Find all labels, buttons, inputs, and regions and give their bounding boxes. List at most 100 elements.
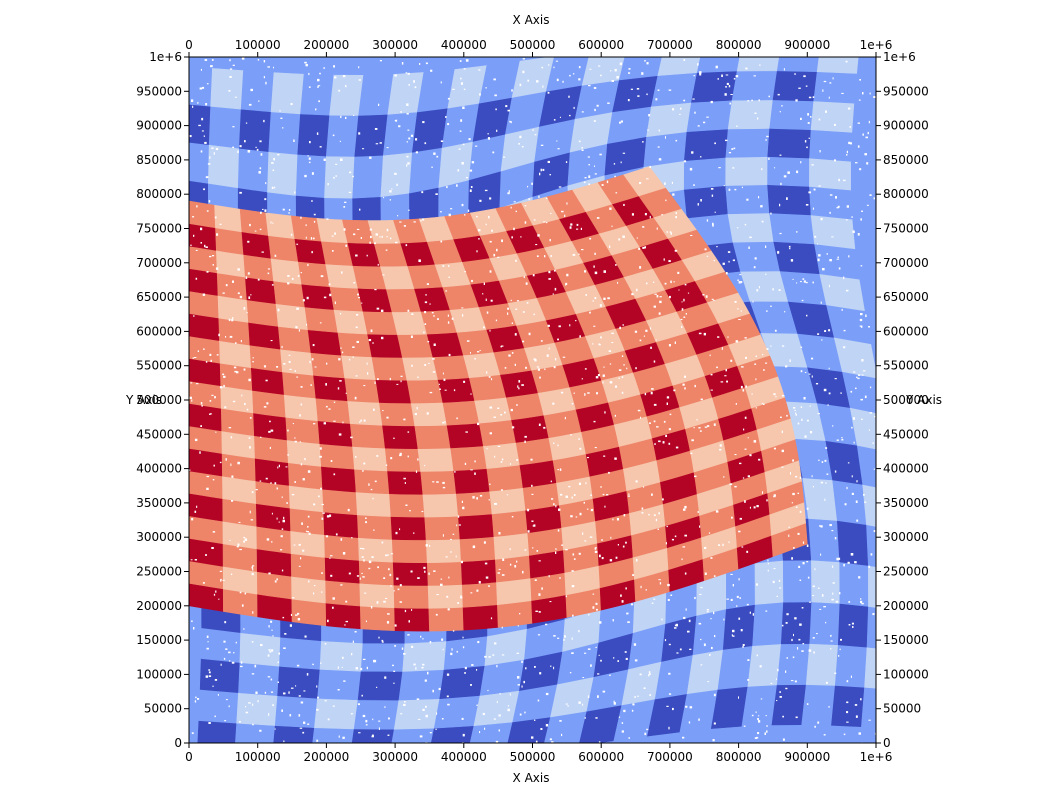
speckle-dot <box>231 319 234 322</box>
speckle-dot <box>206 210 209 212</box>
speckle-dot <box>646 62 649 65</box>
speckle-dot <box>651 388 654 390</box>
speckle-dot <box>411 609 413 611</box>
speckle-dot <box>274 254 277 257</box>
speckle-dot <box>296 243 299 245</box>
speckle-dot <box>680 107 682 110</box>
speckle-dot <box>794 409 796 412</box>
speckle-dot <box>683 616 686 620</box>
speckle-dot <box>835 196 837 199</box>
speckle-dot <box>744 500 746 503</box>
speckle-dot <box>536 366 540 368</box>
speckle-dot <box>491 229 493 232</box>
speckle-dot <box>280 117 283 119</box>
speckle-dot <box>281 709 283 712</box>
speckle-dot <box>191 99 194 102</box>
speckle-dot <box>516 300 520 302</box>
speckle-dot <box>263 119 265 123</box>
speckle-dot <box>329 514 332 517</box>
speckle-dot <box>347 508 350 512</box>
speckle-dot <box>691 151 694 154</box>
speckle-dot <box>358 132 361 135</box>
speckle-dot <box>341 656 344 659</box>
speckle-dot <box>801 650 804 652</box>
speckle-dot <box>806 507 809 510</box>
speckle-dot <box>396 577 399 580</box>
outer-cell <box>772 70 818 102</box>
speckle-dot <box>264 209 267 212</box>
speckle-dot <box>358 297 360 299</box>
speckle-dot <box>425 544 428 547</box>
speckle-dot <box>204 59 208 61</box>
speckle-dot <box>522 340 525 343</box>
speckle-dot <box>345 620 348 623</box>
outer-cell <box>802 477 838 521</box>
speckle-dot <box>313 503 316 506</box>
speckle-dot <box>625 587 627 590</box>
speckle-dot <box>733 78 736 80</box>
x-tick-label-top: 0 <box>185 38 193 52</box>
speckle-dot <box>710 100 713 104</box>
speckle-dot <box>764 732 766 735</box>
speckle-dot <box>859 325 862 327</box>
inner-cell <box>496 577 532 606</box>
speckle-dot <box>852 626 854 628</box>
speckle-dot <box>834 159 836 162</box>
speckle-dot <box>674 627 677 629</box>
speckle-dot <box>394 645 396 647</box>
speckle-dot <box>372 718 374 721</box>
speckle-dot <box>795 506 798 508</box>
speckle-dot <box>485 87 487 89</box>
speckle-dot <box>307 723 310 725</box>
speckle-dot <box>793 547 795 549</box>
speckle-dot <box>428 363 430 364</box>
speckle-dot <box>457 515 460 518</box>
outer-cell <box>581 57 626 86</box>
speckle-dot <box>496 129 498 132</box>
speckle-dot <box>313 423 316 425</box>
speckle-dot <box>223 657 226 660</box>
speckle-dot <box>636 88 640 90</box>
speckle-dot <box>290 613 293 616</box>
inner-cell <box>460 558 497 585</box>
speckle-dot <box>212 479 215 481</box>
speckle-dot <box>811 164 814 166</box>
speckle-dot <box>424 464 426 467</box>
speckle-dot <box>672 108 675 111</box>
speckle-dot <box>368 339 372 342</box>
speckle-dot <box>350 436 353 439</box>
speckle-dot <box>622 235 625 238</box>
speckle-dot <box>749 236 752 239</box>
outer-cell <box>837 603 869 648</box>
speckle-dot <box>694 111 696 114</box>
speckle-dot <box>461 307 464 309</box>
speckle-dot <box>542 85 544 88</box>
speckle-dot <box>587 156 590 158</box>
speckle-dot <box>664 639 667 642</box>
speckle-dot <box>225 458 227 461</box>
speckle-dot <box>424 301 428 304</box>
speckle-dot <box>776 678 777 680</box>
speckle-dot <box>773 496 776 498</box>
speckle-dot <box>209 255 212 258</box>
speckle-dot <box>637 409 641 412</box>
speckle-dot <box>491 378 493 381</box>
inner-cell <box>394 607 430 632</box>
speckle-dot <box>415 151 418 154</box>
speckle-dot <box>850 553 854 556</box>
speckle-dot <box>246 408 249 411</box>
speckle-dot <box>800 281 802 283</box>
speckle-dot <box>587 457 589 459</box>
speckle-dot <box>372 342 374 344</box>
x-tick-label-bottom: 900000 <box>784 750 830 764</box>
speckle-dot <box>284 633 287 635</box>
speckle-dot <box>423 566 426 569</box>
speckle-dot <box>711 646 713 650</box>
speckle-dot <box>664 182 666 185</box>
speckle-dot <box>378 103 380 106</box>
speckle-dot <box>319 72 321 75</box>
speckle-dot <box>467 209 470 212</box>
speckle-dot <box>675 212 677 215</box>
speckle-dot <box>201 86 205 89</box>
speckle-dot <box>511 236 513 239</box>
